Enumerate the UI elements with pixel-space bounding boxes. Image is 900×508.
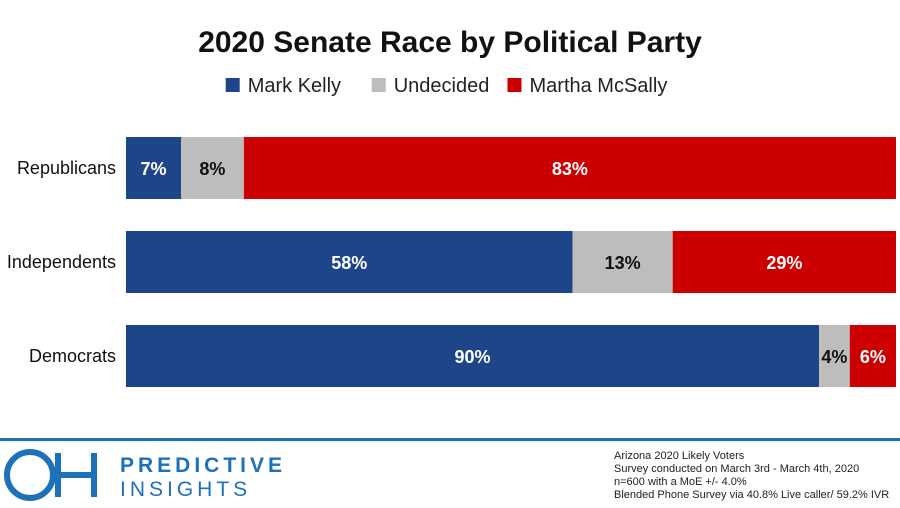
oh-logo-icon [4, 449, 97, 501]
bar-segment [572, 231, 673, 293]
category-label: Democrats [29, 346, 116, 366]
predictive-insights-logo: PREDICTIVE INSIGHTS [2, 447, 302, 503]
legend-swatch [371, 78, 386, 92]
legend-label: Mark Kelly [248, 75, 341, 97]
legend-swatch [225, 78, 240, 92]
bar-segment [819, 325, 850, 387]
bar-segment [126, 231, 573, 293]
bar-value-label: 29% [766, 253, 802, 273]
legend-swatch [507, 78, 522, 92]
bar-segment [126, 325, 819, 387]
bar-segment [181, 137, 244, 199]
chart-title: 2020 Senate Race by Political Party [198, 26, 702, 59]
bar-value-label: 7% [140, 159, 166, 179]
footnote-line: n=600 with a MoE +/- 4.0% [614, 476, 747, 488]
footer-divider [0, 438, 900, 441]
bar-value-label: 6% [860, 347, 886, 367]
footnote-line: Blended Phone Survey via 40.8% Live call… [614, 489, 890, 501]
brand-name-line1: PREDICTIVE [120, 454, 287, 477]
bar-segment [243, 137, 896, 199]
stacked-bar-chart: 2020 Senate Race by Political Party Mark… [7, 26, 896, 387]
bar-value-label: 8% [199, 159, 225, 179]
survey-footnote: Arizona 2020 Likely Voters Survey conduc… [614, 450, 889, 502]
category-label: Independents [7, 252, 116, 272]
bar-segment [126, 137, 181, 199]
bar-segment [672, 231, 896, 293]
legend-label: Undecided [394, 75, 490, 97]
bar-value-label: 83% [552, 159, 588, 179]
footnote-line: Arizona 2020 Likely Voters [614, 450, 745, 462]
bar-value-label: 90% [454, 347, 490, 367]
footnote-line: Survey conducted on March 3rd - March 4t… [614, 463, 860, 475]
category-label: Republicans [17, 158, 116, 178]
legend-label: Martha McSally [530, 75, 668, 97]
bars-group: Republicans 7% 8% 83% Independents 58% 13% 29% D… [7, 137, 896, 387]
bar-segment [849, 325, 896, 387]
bar-value-label: 58% [331, 253, 367, 273]
chart-legend: Mark Kelly Undecided Martha McSally [225, 75, 668, 97]
brand-name-line2: INSIGHTS [120, 478, 252, 501]
bar-value-label: 4% [821, 347, 847, 367]
bar-value-label: 13% [605, 253, 641, 273]
